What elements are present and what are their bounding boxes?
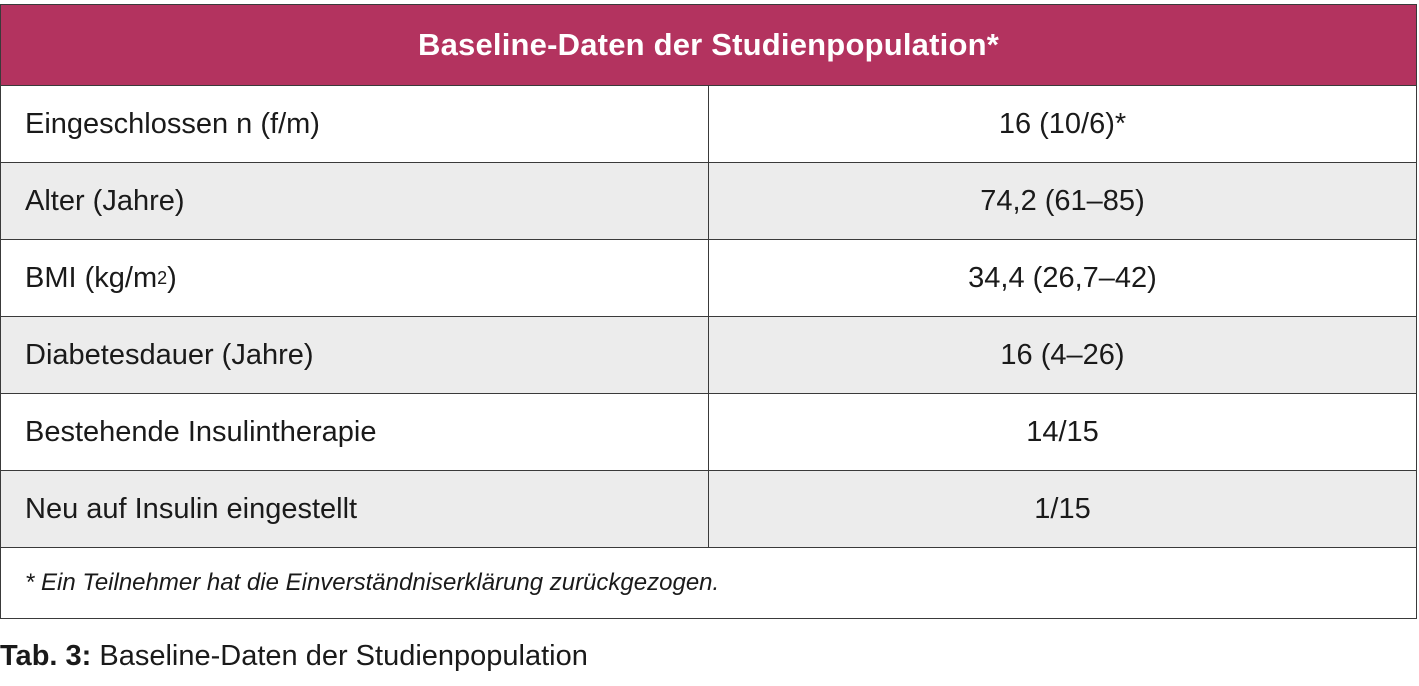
row-label: Bestehende Insulintherapie <box>1 394 709 470</box>
row-value: 16 (4–26) <box>1000 338 1125 371</box>
table-caption: Tab. 3: Baseline-Daten der Studienpopula… <box>0 640 588 673</box>
caption-text: Baseline-Daten der Studienpopulation <box>91 640 588 672</box>
caption-label: Tab. 3: <box>0 640 92 672</box>
row-value: 34,4 (26,7–42) <box>968 261 1157 294</box>
table-row: BMI (kg/m 2) 34,4 (26,7–42) <box>1 240 1416 317</box>
row-label-main: BMI (kg/m <box>25 261 158 294</box>
row-value: 1/15 <box>1034 492 1091 525</box>
table-row: Eingeschlossen n (f/m) 16 (10/6)* <box>1 86 1416 163</box>
row-label: Diabetesdauer (Jahre) <box>1 317 709 393</box>
row-label: Neu auf Insulin eingestellt <box>1 471 709 547</box>
row-label: Eingeschlossen n (f/m) <box>1 86 709 162</box>
row-value: 16 (10/6)* <box>998 107 1127 140</box>
table-footnote: * Ein Teilnehmer hat die Einverständnise… <box>1 548 1416 618</box>
row-label: Alter (Jahre) <box>1 163 709 239</box>
table-row: Diabetesdauer (Jahre) 16 (4–26) <box>1 317 1416 394</box>
table-title: Baseline-Daten der Studienpopulation* <box>1 5 1416 86</box>
table-row: Neu auf Insulin eingestellt 1/15 <box>1 471 1416 548</box>
row-value: 14/15 <box>1026 415 1099 448</box>
table-row: Alter (Jahre) 74,2 (61–85) <box>1 163 1416 240</box>
baseline-table: Baseline-Daten der Studienpopulation* Ei… <box>0 4 1417 619</box>
row-value: 74,2 (61–85) <box>980 184 1145 217</box>
row-label: BMI (kg/m 2) <box>1 240 709 316</box>
row-label-end: ) <box>167 261 177 294</box>
table-row: Bestehende Insulintherapie 14/15 <box>1 394 1416 471</box>
